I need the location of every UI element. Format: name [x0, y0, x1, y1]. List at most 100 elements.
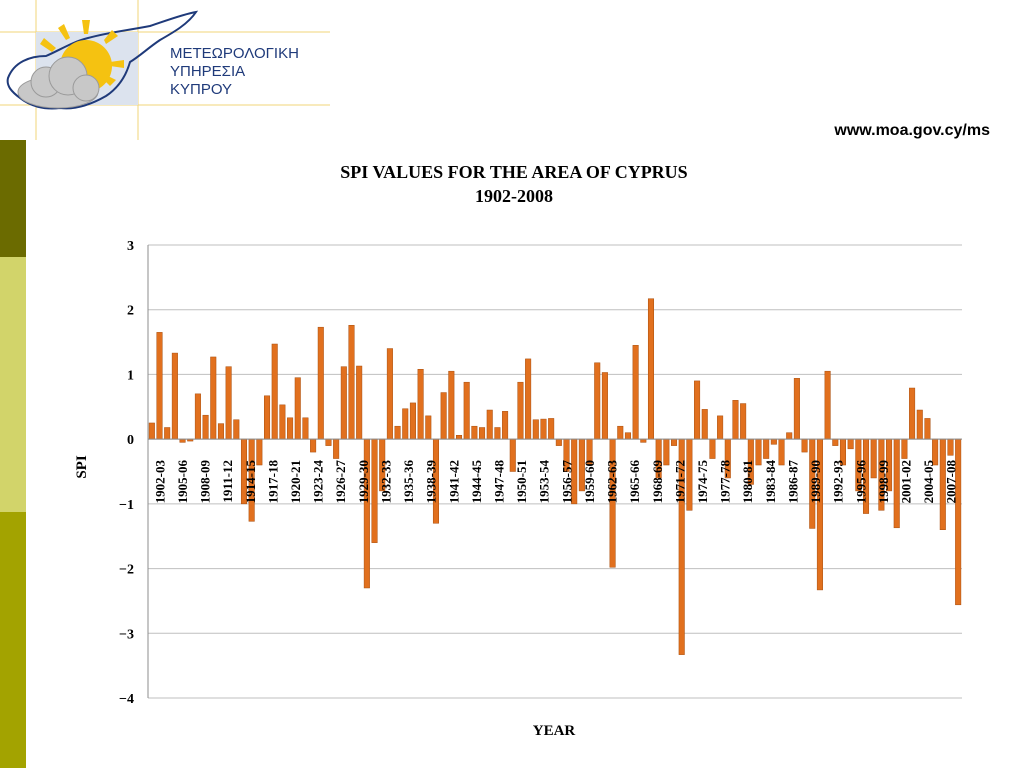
spi-bar: [479, 427, 486, 440]
sidebar-band-light: [0, 257, 26, 512]
x-tick-label: 2001-02: [898, 460, 913, 503]
spi-bar: [909, 387, 916, 440]
spi-bar: [686, 438, 693, 511]
spi-bar: [924, 418, 931, 440]
spi-bar: [709, 438, 716, 459]
spi-bar: [701, 409, 708, 440]
x-tick-label: 1971-72: [672, 460, 687, 503]
x-tick-label: 1956-57: [559, 460, 574, 504]
spi-bar: [717, 415, 724, 440]
spi-bar: [778, 438, 785, 466]
x-tick-label: 1980-81: [740, 460, 755, 503]
spi-bar: [824, 370, 831, 440]
spi-bar: [502, 411, 509, 440]
spi-bar: [694, 380, 701, 440]
spi-bar: [371, 438, 378, 543]
meteorological-service-logo: ΜΕΤΕΩΡΟΛΟΓΙΚΗ ΥΠΗΡΕΣΙΑ ΚΥΠΡΟΥ: [0, 0, 340, 140]
spi-bar: [755, 438, 762, 466]
label-layer: 1902-03 1905-06 1908-09 1911-12 1914-15 1917-…: [152, 460, 958, 504]
x-tick-label: 1941-42: [446, 460, 461, 503]
spi-bar: [171, 352, 178, 440]
spi-bar: [847, 438, 854, 450]
spi-bar: [202, 414, 209, 440]
spi-bar: [494, 427, 501, 440]
spi-bar: [333, 438, 340, 459]
x-tick-label: 1929-30: [356, 460, 371, 503]
x-tick-label: 1944-45: [469, 460, 484, 504]
website-url[interactable]: www.moa.gov.cy/ms: [834, 122, 990, 139]
x-tick-label: 1902-03: [152, 460, 167, 504]
spi-bar: [740, 403, 747, 440]
spi-bar: [340, 366, 347, 440]
x-tick-label: 1920-21: [288, 460, 303, 503]
x-tick-label: 1926-27: [333, 460, 348, 504]
logo-graphic: ΜΕΤΕΩΡΟΛΟΓΙΚΗ ΥΠΗΡΕΣΙΑ ΚΥΠΡΟΥ: [0, 0, 330, 140]
spi-bar: [532, 419, 539, 440]
spi-bar: [901, 438, 908, 459]
spi-bar: [471, 425, 478, 440]
spi-bar: [356, 365, 363, 440]
spi-bar: [786, 432, 793, 440]
spi-bar: [325, 438, 332, 446]
spi-bar: [624, 432, 631, 440]
spi-bar: [164, 427, 171, 440]
spi-bar: [594, 362, 601, 440]
spi-bar: [916, 409, 923, 440]
x-tick-label: 1914-15: [243, 460, 258, 504]
spi-bar: [233, 419, 240, 440]
x-tick-label: 1932-33: [378, 460, 393, 504]
spi-bar: [217, 423, 224, 440]
spi-bar: [463, 381, 470, 440]
y-tick-label: 1: [127, 368, 134, 383]
spi-bar: [425, 415, 432, 440]
chart-subtitle: 1902-2008: [475, 186, 553, 206]
spi-bar: [947, 438, 954, 456]
spi-bar: [156, 332, 163, 440]
spi-bar: [763, 438, 770, 459]
x-tick-label: 1938-39: [424, 460, 439, 504]
spi-bar: [540, 418, 547, 440]
spi-bar: [793, 378, 800, 440]
y-tick-label: −3: [119, 627, 134, 642]
cyprus-outline: [6, 10, 199, 110]
x-tick-label: 1923-24: [311, 460, 326, 504]
axis-layer: 3 2 1 0 −1 −2 −3 −4: [119, 239, 962, 707]
spi-bar: [525, 358, 532, 440]
y-tick-label: 0: [127, 433, 134, 448]
spi-bar: [555, 438, 562, 446]
x-tick-label: 1977-78: [718, 460, 733, 504]
y-axis-title: SPI: [74, 455, 90, 479]
x-tick-label: 2004-05: [921, 460, 936, 504]
sidebar-band-olive: [0, 512, 26, 768]
spi-bar: [671, 438, 678, 446]
spi-bar: [264, 395, 271, 440]
x-tick-label: 1959-60: [582, 460, 597, 503]
x-tick-label: 1950-51: [514, 460, 529, 503]
spi-bar: [310, 438, 317, 453]
spi-bar: [486, 409, 493, 440]
spi-bar: [440, 392, 447, 440]
logo-org-line-3: ΚΥΠΡΟΥ: [170, 81, 232, 98]
spi-bar: [394, 425, 401, 440]
spi-bar: [148, 422, 155, 440]
spi-bar: [517, 381, 524, 440]
spi-bar: [448, 370, 455, 440]
y-tick-label: −4: [119, 692, 134, 707]
y-tick-label: 2: [127, 304, 134, 319]
logo-org-line-2: ΥΠΗΡΕΣΙΑ: [170, 63, 245, 80]
bar-layer: [148, 298, 962, 655]
spi-bar: [732, 400, 739, 440]
sun-rays: [40, 20, 124, 86]
sidebar-band-dark: [0, 140, 26, 257]
x-tick-label: 1917-18: [265, 460, 280, 504]
spi-bar: [294, 377, 301, 440]
x-tick-label: 1911-12: [220, 460, 235, 503]
x-tick-label: 1962-63: [605, 460, 620, 504]
x-tick-label: 1935-36: [401, 460, 416, 504]
x-tick-label: 1983-84: [763, 460, 778, 504]
spi-bar: [302, 417, 309, 440]
spi-bar: [279, 404, 286, 440]
spi-bar: [417, 369, 424, 440]
spi-bar: [386, 348, 393, 440]
